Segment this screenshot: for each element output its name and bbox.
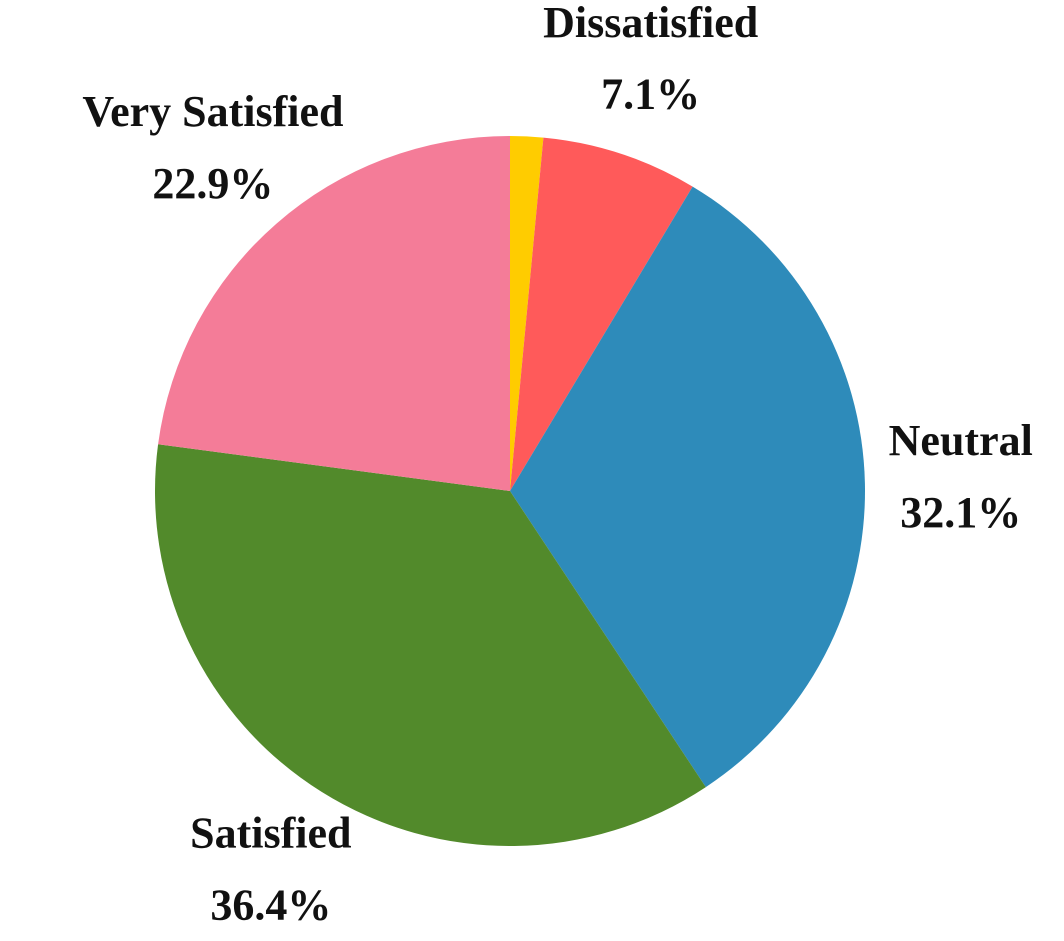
slice-value: 7.1%: [601, 70, 700, 119]
slice-label: Neutral: [889, 416, 1033, 465]
slice-value: 22.9%: [152, 159, 273, 208]
slice-label: Dissatisfied: [543, 0, 758, 47]
pie-slice: [155, 444, 706, 846]
pie-slice: [158, 136, 510, 491]
pie-slice: [510, 137, 693, 491]
pie-slice: [510, 186, 865, 788]
slice-value: 32.1%: [900, 488, 1021, 537]
slice-label: Very Satisfied: [82, 87, 343, 136]
pie-slice: [510, 136, 544, 491]
slice-value: 36.4%: [210, 880, 331, 929]
slice-label: Satisfied: [190, 808, 351, 857]
